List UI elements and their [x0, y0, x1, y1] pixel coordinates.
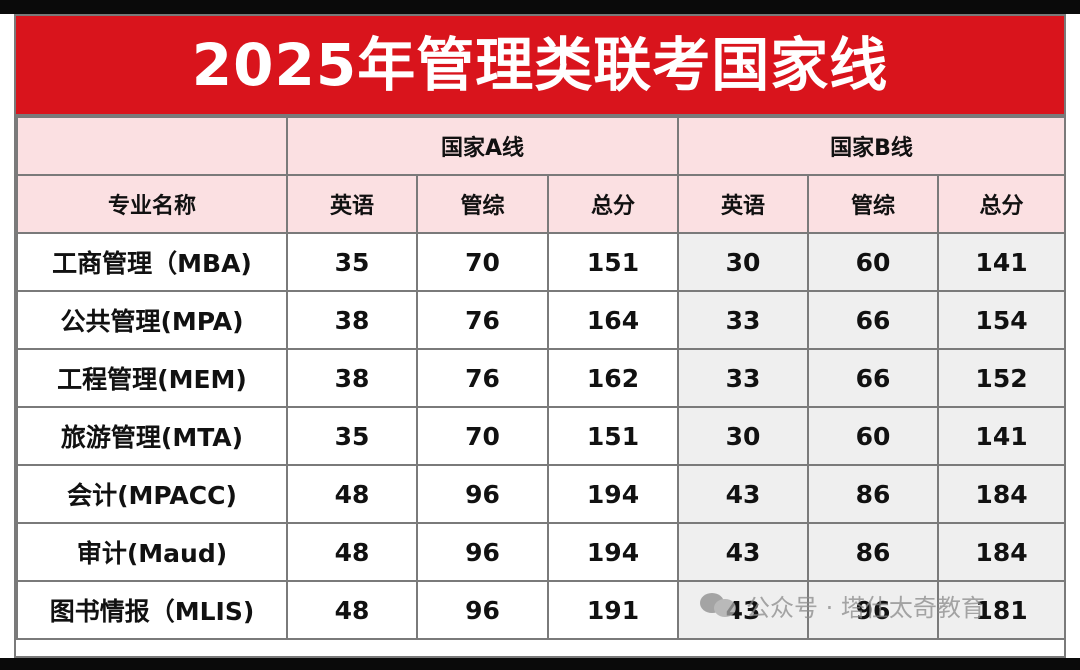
table-row: 会计(MPACC) 48 96 194 43 86 184	[16, 464, 1067, 524]
b-comprehensive-score: 60	[807, 232, 939, 292]
score-table: 国家A线 国家B线 专业名称 英语 管综 总分 英语 管综 总分 工商管理（MB…	[16, 116, 1067, 640]
top-border-bar	[0, 0, 1080, 14]
major-name: 审计(Maud)	[16, 522, 288, 582]
table-row: 旅游管理(MTA) 35 70 151 30 60 141	[16, 406, 1067, 466]
a-total-score: 164	[547, 290, 679, 350]
wechat-icon	[700, 591, 738, 619]
table-row: 工程管理(MEM) 38 76 162 33 66 152	[16, 348, 1067, 408]
a-comprehensive-score: 76	[416, 348, 549, 408]
b-total-score: 141	[936, 406, 1067, 466]
b-comprehensive-score: 86	[807, 522, 939, 582]
group-header-row: 国家A线 国家B线	[16, 116, 1067, 176]
b-english-header: 英语	[677, 174, 809, 234]
a-total-header: 总分	[547, 174, 679, 234]
b-english-score: 30	[677, 232, 809, 292]
a-comprehensive-score: 96	[416, 522, 549, 582]
a-english-score: 35	[286, 232, 418, 292]
major-name: 会计(MPACC)	[16, 464, 288, 524]
b-english-score: 30	[677, 406, 809, 466]
b-total-score: 184	[936, 464, 1067, 524]
major-name: 旅游管理(MTA)	[16, 406, 288, 466]
b-comprehensive-score: 60	[807, 406, 939, 466]
b-comprehensive-score: 66	[807, 348, 939, 408]
group-b-header: 国家B线	[676, 116, 1067, 176]
table-row: 公共管理(MPA) 38 76 164 33 66 154	[16, 290, 1067, 350]
a-english-score: 48	[286, 464, 418, 524]
group-a-header: 国家A线	[286, 116, 679, 176]
a-comprehensive-score: 96	[416, 464, 549, 524]
page-title: 2025年管理类联考国家线	[191, 31, 889, 99]
table-row: 图书情报（MLIS) 48 96 191 43 96 181	[16, 580, 1067, 640]
b-comprehensive-header: 管综	[807, 174, 939, 234]
name-column-header: 专业名称	[16, 174, 288, 234]
a-total-score: 162	[547, 348, 679, 408]
bottom-border-bar	[0, 658, 1080, 670]
b-english-score: 43	[677, 580, 809, 640]
a-comprehensive-header: 管综	[416, 174, 549, 234]
b-total-score: 154	[936, 290, 1067, 350]
a-total-score: 194	[547, 464, 679, 524]
b-total-score: 141	[936, 232, 1067, 292]
table-row: 审计(Maud) 48 96 194 43 86 184	[16, 522, 1067, 582]
a-comprehensive-score: 70	[416, 232, 549, 292]
corner-cell	[16, 116, 288, 176]
score-sheet: 2025年管理类联考国家线 国家A线 国家B线 专业名称 英语 管综 总分 英语	[14, 14, 1067, 658]
column-header-row: 专业名称 英语 管综 总分 英语 管综 总分	[16, 174, 1067, 234]
a-english-score: 38	[286, 290, 418, 350]
b-total-score: 181	[936, 580, 1067, 640]
major-name: 工商管理（MBA)	[16, 232, 288, 292]
a-comprehensive-score: 76	[416, 290, 549, 350]
a-total-score: 191	[547, 580, 679, 640]
b-total-header: 总分	[936, 174, 1067, 234]
a-english-score: 38	[286, 348, 418, 408]
a-english-score: 48	[286, 580, 418, 640]
b-total-score: 184	[936, 522, 1067, 582]
b-total-score: 152	[936, 348, 1067, 408]
watermark: 公众号 · 塔仕太奇教育	[700, 585, 1060, 625]
b-comprehensive-score: 96	[807, 580, 939, 640]
a-comprehensive-score: 96	[416, 580, 549, 640]
table-row: 工商管理（MBA) 35 70 151 30 60 141	[16, 232, 1067, 292]
a-english-header: 英语	[286, 174, 418, 234]
a-total-score: 151	[547, 232, 679, 292]
title-banner: 2025年管理类联考国家线	[16, 16, 1064, 116]
watermark-text: 公众号 · 塔仕太奇教育	[746, 593, 985, 622]
b-english-score: 43	[677, 464, 809, 524]
major-name: 工程管理(MEM)	[16, 348, 288, 408]
b-english-score: 43	[677, 522, 809, 582]
b-english-score: 33	[677, 348, 809, 408]
major-name: 公共管理(MPA)	[16, 290, 288, 350]
b-english-score: 33	[677, 290, 809, 350]
a-english-score: 35	[286, 406, 418, 466]
major-name: 图书情报（MLIS)	[16, 580, 288, 640]
a-english-score: 48	[286, 522, 418, 582]
a-comprehensive-score: 70	[416, 406, 549, 466]
b-comprehensive-score: 66	[807, 290, 939, 350]
a-total-score: 151	[547, 406, 679, 466]
b-comprehensive-score: 86	[807, 464, 939, 524]
a-total-score: 194	[547, 522, 679, 582]
